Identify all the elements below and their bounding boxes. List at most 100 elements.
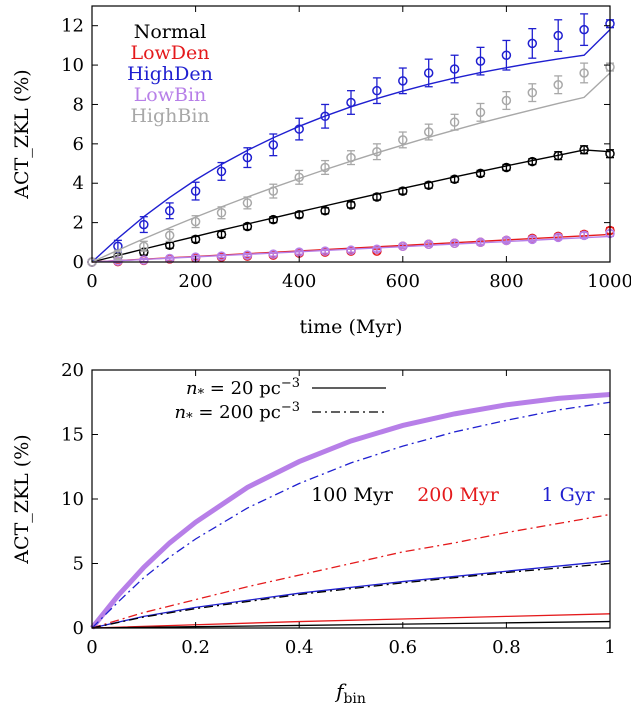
- top-legend-entry: LowBin: [134, 84, 207, 106]
- top-data-point: [190, 186, 201, 196]
- top-data-point: [294, 124, 304, 134]
- top-data-point: [372, 146, 382, 157]
- top-data-point: [423, 127, 434, 137]
- top-data-point: [268, 186, 279, 196]
- top-data-point: [423, 68, 434, 78]
- bottom-xtick-label: 0.8: [492, 637, 521, 658]
- top-data-point: [190, 216, 201, 227]
- top-data-point: [475, 107, 486, 118]
- top-data-point: [139, 241, 149, 251]
- bottom-curve: [91, 562, 611, 629]
- bottom-time-label: 200 Myr: [417, 484, 499, 506]
- top-legend-entry: HighDen: [127, 63, 213, 85]
- bottom-ytick-label: 20: [61, 360, 84, 381]
- top-data-point: [242, 250, 253, 260]
- top-legend-entry: LowDen: [130, 42, 209, 64]
- top-data-point: [242, 221, 253, 232]
- top-ytick-label: 12: [61, 16, 84, 37]
- top-ytick-label: 4: [73, 173, 84, 194]
- top-data-point: [527, 87, 538, 98]
- top-xtick-label: 800: [489, 271, 523, 292]
- top-data-point: [553, 150, 563, 161]
- top-data-point: [501, 235, 512, 246]
- top-data-point: [449, 64, 460, 74]
- top-data-point: [372, 244, 382, 254]
- bottom-xtick-label: 0.4: [285, 637, 314, 658]
- top-data-point: [449, 117, 460, 127]
- top-panel: 0 200 400 600 800 1000 0 2 4 6 8 10 12 time (Myr) AC…: [11, 5, 631, 338]
- top-data-point: [242, 198, 253, 208]
- bottom-curve: [91, 513, 611, 629]
- top-xtick-label: 1000: [587, 271, 631, 292]
- bottom-ytick-label: 5: [73, 554, 84, 575]
- top-data-point: [527, 156, 538, 167]
- top-data-point: [398, 76, 408, 86]
- top-data-point: [475, 237, 486, 248]
- top-ylabel: ACT_ZKL (%): [11, 69, 33, 199]
- top-data-point: [346, 245, 356, 255]
- bottom-xtick-label: 0.2: [181, 637, 210, 658]
- top-xtick-label: 200: [178, 271, 212, 292]
- top-xtick-label: 400: [282, 271, 316, 292]
- bottom-legend-label: n* = 200 pc−3: [175, 400, 300, 426]
- top-data-point: [320, 246, 330, 256]
- bottom-ytick-label: 0: [73, 618, 84, 639]
- bottom-curve: [90, 392, 611, 630]
- top-data-point: [346, 97, 356, 108]
- top-data-point: [579, 68, 589, 78]
- top-data-point: [553, 80, 563, 90]
- bottom-ytick-label: 10: [61, 489, 84, 510]
- bottom-ytick-label: 15: [61, 425, 84, 446]
- top-ytick-label: 2: [73, 213, 84, 234]
- top-data-point: [139, 255, 149, 265]
- top-plot-frame: [91, 5, 611, 263]
- top-data-point: [475, 56, 486, 66]
- top-data-point: [294, 172, 304, 183]
- top-data-point: [527, 234, 538, 245]
- bottom-xtick-label: 1: [604, 637, 615, 658]
- top-data-point: [320, 111, 330, 122]
- top-data-point: [423, 239, 434, 250]
- top-ytick-label: 6: [73, 134, 84, 155]
- top-xtick-label: 600: [386, 271, 420, 292]
- top-data-point: [346, 152, 356, 163]
- bottom-curve: [91, 560, 611, 629]
- top-data-point: [579, 145, 589, 155]
- top-data-point: [216, 166, 227, 177]
- top-data-point: [553, 232, 563, 243]
- top-data-point: [372, 192, 382, 202]
- top-data-point: [216, 208, 227, 218]
- top-data-point: [553, 30, 563, 41]
- top-data-point: [216, 251, 227, 261]
- top-ytick-label: 0: [73, 252, 84, 273]
- top-data-point: [268, 214, 279, 225]
- top-data-point: [501, 95, 512, 106]
- bottom-legend-label: n* = 20 pc−3: [186, 376, 300, 402]
- bottom-xlabel-sub: bin: [343, 691, 365, 707]
- bottom-curve: [91, 613, 611, 629]
- top-data-point: [579, 24, 589, 35]
- top-legend-entry: Normal: [134, 21, 207, 43]
- top-data-point: [320, 162, 330, 173]
- top-fit-line: [91, 149, 611, 263]
- top-data-point: [475, 168, 486, 179]
- bottom-curve: [91, 401, 611, 629]
- top-data-point: [398, 241, 408, 251]
- top-legend-entry: HighBin: [130, 105, 209, 127]
- bottom-curve: [91, 620, 611, 629]
- top-xtick-label: 0: [86, 271, 97, 292]
- top-data-point: [164, 230, 175, 241]
- bottom-xlabel: fbin: [334, 679, 366, 707]
- top-data-point: [268, 249, 279, 259]
- bottom-ylabel: ACT_ZKL (%): [11, 434, 33, 564]
- top-data-point: [164, 206, 175, 216]
- top-data-point: [398, 135, 408, 145]
- top-data-point: [294, 209, 304, 220]
- top-ytick-label: 10: [61, 55, 84, 76]
- top-data-point: [139, 219, 149, 230]
- top-data-point: [423, 180, 434, 190]
- bottom-xtick-label: 0.6: [388, 637, 417, 658]
- top-data-point: [346, 200, 356, 210]
